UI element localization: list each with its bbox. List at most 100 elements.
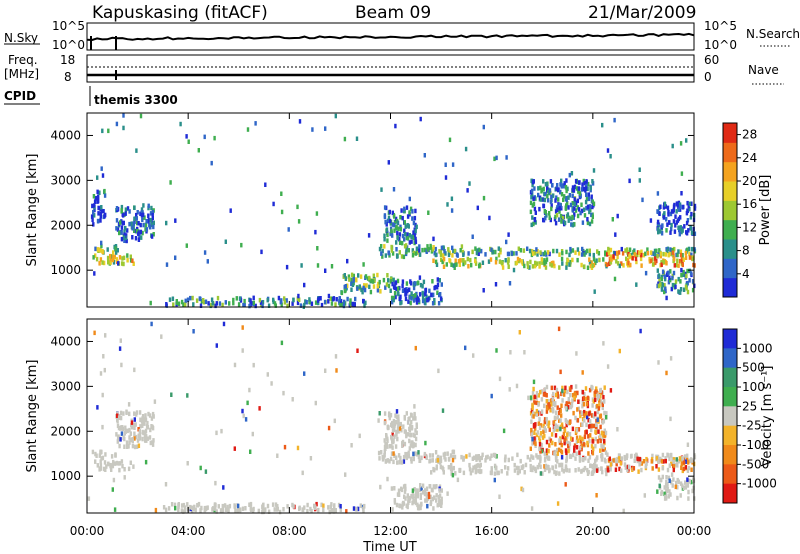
range-gate-cell: [687, 489, 690, 495]
range-gate-cell: [677, 207, 681, 212]
range-gate-cell: [343, 273, 346, 278]
range-gate-cell: [378, 246, 382, 252]
range-gate-cell: [120, 459, 124, 464]
range-gate-cell: [559, 418, 562, 423]
range-gate-cell: [390, 422, 393, 428]
range-gate-cell: [526, 261, 529, 266]
range-gate-cell: [372, 273, 375, 278]
range-gate-cell: [426, 244, 429, 249]
range-gate-cell: [142, 420, 145, 425]
range-gate-cell: [412, 285, 416, 291]
range-gate-cell: [646, 250, 650, 256]
range-gate-cell: [565, 422, 568, 428]
range-gate-cell: [127, 444, 130, 449]
y-tick-label: 3000: [50, 379, 81, 393]
range-gate-cell: [317, 300, 320, 306]
range-gate-cell: [577, 186, 580, 191]
range-gate-cell: [685, 457, 689, 463]
range-gate-cell: [401, 288, 405, 293]
range-gate-cell: [140, 207, 144, 212]
range-gate-cell: [661, 465, 664, 471]
range-gate-cell: [543, 433, 546, 439]
range-gate-cell: [573, 206, 576, 211]
range-gate-cell: [567, 205, 570, 210]
range-gate-cell: [254, 121, 257, 126]
range-gate-cell: [545, 384, 549, 390]
range-gate-cell: [625, 256, 628, 262]
range-gate-cell: [324, 268, 327, 273]
range-gate-cell: [182, 502, 186, 508]
range-gate-cell: [221, 507, 225, 512]
range-gate-cell: [115, 121, 119, 127]
range-gate-cell: [563, 437, 566, 443]
range-gate-cell: [575, 451, 578, 456]
range-gate-cell: [686, 477, 689, 482]
range-gate-cell: [404, 232, 407, 237]
range-gate-cell: [139, 211, 142, 216]
range-gate-cell: [410, 413, 413, 418]
range-gate-cell: [588, 204, 592, 209]
range-gate-cell: [384, 446, 387, 451]
range-gate-cell: [582, 207, 586, 212]
range-gate-cell: [151, 215, 154, 221]
range-gate-cell: [550, 203, 553, 208]
range-gate-cell: [558, 471, 561, 476]
range-gate-cell: [538, 438, 542, 444]
range-gate-cell: [189, 295, 192, 301]
colorbar-segment: [723, 464, 737, 485]
range-gate-cell: [395, 455, 398, 460]
range-gate-cell: [555, 392, 558, 398]
range-gate-cell: [276, 504, 279, 509]
range-gate-cell: [120, 225, 124, 230]
range-gate-cell: [133, 422, 136, 428]
range-gate-cell: [428, 288, 431, 294]
nave-label: Nave: [748, 63, 779, 77]
range-gate-cell: [213, 503, 217, 509]
range-gate-cell: [584, 386, 588, 391]
range-gate-cell: [531, 179, 535, 185]
range-gate-cell: [565, 203, 568, 208]
range-gate-cell: [394, 444, 398, 449]
range-gate-cell: [144, 417, 148, 422]
range-gate-cell: [543, 417, 547, 422]
range-gate-cell: [410, 456, 413, 462]
range-gate-cell: [413, 281, 416, 286]
range-gate-cell: [555, 212, 559, 218]
range-gate-cell: [438, 278, 441, 283]
range-gate-cell: [577, 207, 581, 212]
range-gate-cell: [599, 394, 602, 399]
range-gate-cell: [551, 396, 554, 402]
range-gate-cell: [686, 483, 690, 488]
freq-strip-frame: [86, 54, 695, 83]
range-gate-cell: [614, 251, 617, 256]
range-gate-cell: [431, 301, 435, 306]
range-gate-cell: [162, 505, 166, 510]
range-gate-cell: [205, 505, 208, 511]
range-gate-cell: [556, 501, 560, 506]
range-gate-cell: [390, 244, 393, 250]
range-gate-cell: [237, 302, 241, 307]
range-gate-cell: [539, 458, 542, 464]
range-gate-cell: [354, 277, 357, 282]
range-gate-cell: [532, 414, 535, 419]
range-gate-cell: [450, 196, 454, 201]
range-gate-cell: [303, 282, 306, 288]
range-gate-cell: [126, 258, 129, 263]
range-gate-cell: [678, 231, 681, 237]
range-gate-cell: [542, 179, 545, 184]
range-gate-cell: [460, 454, 463, 460]
range-gate-cell: [412, 250, 415, 256]
range-gate-cell: [464, 345, 467, 351]
colorbar-segment: [723, 123, 737, 143]
range-gate-cell: [415, 246, 419, 251]
range-gate-cell: [393, 219, 397, 225]
colorbar-segment: [723, 329, 737, 349]
range-gate-cell: [614, 232, 617, 237]
range-gate-cell: [109, 463, 112, 468]
range-gate-cell: [405, 452, 409, 457]
range-gate-cell: [442, 253, 445, 258]
range-gate-cell: [271, 502, 275, 507]
range-gate-cell: [111, 257, 115, 263]
range-gate-cell: [561, 467, 564, 472]
range-gate-cell: [583, 465, 587, 471]
